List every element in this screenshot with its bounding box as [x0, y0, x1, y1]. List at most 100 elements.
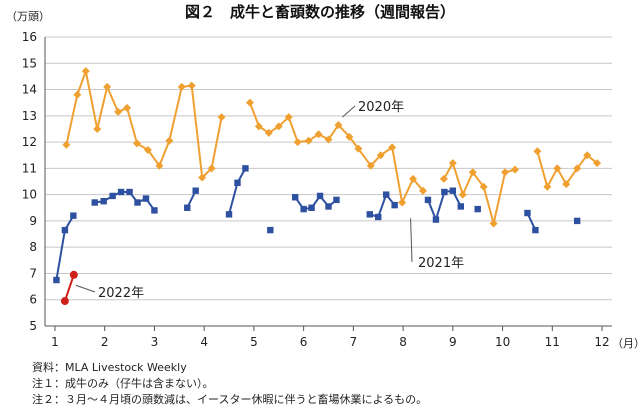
data-point [126, 188, 133, 196]
data-point [324, 135, 333, 144]
y-axis-unit: （万頭） [6, 10, 50, 23]
x-tick-label: 3 [151, 335, 159, 349]
source-note: 資料：MLA Livestock Weekly [32, 360, 187, 374]
data-point [93, 124, 102, 133]
data-point [53, 276, 60, 284]
data-point [354, 144, 363, 153]
data-point [489, 219, 498, 228]
data-point [73, 90, 82, 99]
y-tick-label: 10 [22, 188, 37, 202]
annotations: 2020年 2021年 2022年 [75, 100, 464, 301]
data-point [479, 182, 488, 191]
data-point [391, 201, 398, 209]
data-point [325, 203, 332, 210]
y-tick-label: 6 [29, 293, 37, 307]
data-point [449, 187, 457, 194]
x-tick-label: 8 [399, 335, 407, 349]
data-point [376, 151, 385, 160]
data-point [133, 139, 142, 148]
data-point [573, 217, 581, 225]
data-point [177, 82, 186, 91]
series-line [63, 274, 75, 302]
y-tick-label: 8 [29, 240, 37, 254]
data-point [192, 187, 199, 194]
data-point [314, 130, 323, 139]
data-point [432, 216, 440, 223]
data-point [424, 196, 432, 204]
annotation-leader [342, 105, 356, 118]
x-tick-label: 5 [250, 335, 258, 349]
y-tick-label: 9 [29, 214, 37, 228]
y-tick-label: 11 [22, 161, 37, 175]
series-line [443, 160, 516, 224]
data-point [366, 161, 375, 170]
data-point [143, 145, 152, 154]
y-tick-label: 5 [29, 319, 37, 333]
data-point [284, 113, 293, 122]
data-point [61, 226, 69, 234]
data-point [234, 179, 241, 187]
data-point [524, 209, 531, 217]
annotation-leader [410, 218, 413, 263]
data-point [583, 151, 592, 160]
data-point [366, 211, 373, 218]
data-point [593, 159, 602, 168]
annotation-leader [75, 284, 96, 293]
data-point [533, 147, 542, 156]
data-point [264, 128, 273, 137]
data-point [468, 168, 477, 177]
annotation-label: 2021年 [418, 256, 464, 271]
annotation-label: 2020年 [358, 100, 404, 115]
data-point [375, 213, 382, 221]
data-point [300, 205, 307, 213]
x-tick-label: 1 [51, 335, 59, 349]
series-line [248, 102, 424, 206]
x-tick-label: 2 [101, 335, 109, 349]
x-tick-label: 12 [594, 335, 609, 349]
data-point [114, 107, 123, 116]
series-line [65, 67, 223, 180]
y-tick-label: 16 [22, 30, 37, 44]
x-tick-label: 11 [545, 335, 560, 349]
data-point [532, 226, 539, 234]
note-2: 注２：３月～４月頃の頭数減は、イースター休暇に伴うと畜場休業によるもの。 [32, 392, 427, 406]
series-line [369, 192, 396, 219]
data-point [100, 198, 107, 205]
data-point [511, 165, 520, 174]
data-point [225, 211, 233, 218]
data-point [419, 186, 427, 195]
data-point [187, 81, 196, 90]
data-point [334, 121, 343, 130]
y-tick-label: 13 [22, 109, 37, 123]
data-point [448, 159, 457, 168]
data-point [543, 182, 552, 191]
data-point [382, 191, 390, 198]
data-point [245, 98, 254, 107]
data-point [123, 103, 132, 112]
series-line [228, 167, 247, 215]
x-tick-label: 10 [495, 335, 510, 349]
data-point [165, 136, 174, 145]
data-point [274, 122, 283, 131]
data-point [70, 212, 77, 219]
data-point [474, 205, 481, 213]
data-point [573, 164, 582, 173]
data-point [333, 196, 340, 204]
x-tick-label: 4 [200, 335, 208, 349]
series-line [55, 215, 75, 281]
data-point [501, 168, 510, 177]
y-tick-label: 7 [29, 266, 37, 280]
x-axis-unit: （月） [612, 337, 640, 350]
data-point [184, 204, 191, 211]
data-point [217, 113, 226, 122]
data-point [267, 226, 274, 234]
x-tick-label: 6 [300, 335, 308, 349]
data-point [103, 82, 112, 91]
series-2022年 [60, 270, 78, 306]
data-point [457, 203, 464, 210]
data-point [155, 161, 164, 170]
data-point [254, 122, 263, 131]
